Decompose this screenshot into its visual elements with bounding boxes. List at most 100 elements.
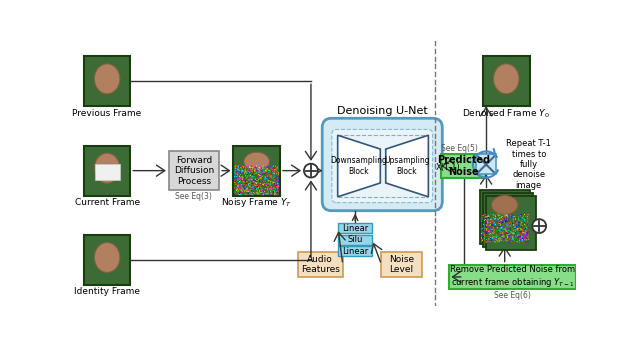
Point — [232, 176, 242, 181]
Point — [508, 235, 518, 241]
Point — [230, 186, 240, 192]
Point — [247, 191, 257, 196]
Point — [236, 184, 246, 190]
Point — [235, 189, 245, 194]
Point — [244, 169, 255, 175]
Point — [251, 163, 261, 169]
Point — [241, 191, 251, 196]
Point — [246, 187, 257, 193]
Point — [237, 179, 247, 184]
Point — [248, 173, 259, 179]
Point — [254, 175, 264, 181]
Point — [486, 220, 496, 225]
Text: Predicted
Noise: Predicted Noise — [437, 155, 490, 177]
Point — [257, 187, 267, 192]
Point — [262, 185, 273, 191]
Point — [518, 238, 529, 244]
Point — [513, 226, 523, 232]
Point — [483, 216, 493, 222]
Point — [231, 177, 241, 182]
Point — [257, 177, 267, 183]
Point — [515, 232, 525, 238]
Point — [518, 220, 529, 226]
Point — [234, 190, 244, 195]
Point — [244, 182, 255, 187]
Point — [505, 230, 515, 236]
Point — [496, 214, 506, 219]
Point — [255, 172, 265, 178]
Point — [230, 174, 240, 179]
Point — [253, 186, 263, 192]
Point — [517, 237, 527, 243]
Point — [266, 165, 276, 171]
Point — [244, 191, 255, 196]
Point — [262, 174, 272, 179]
Point — [237, 185, 247, 190]
Point — [495, 223, 506, 228]
Point — [519, 227, 529, 233]
Point — [515, 232, 525, 238]
Point — [522, 218, 532, 224]
Point — [512, 213, 522, 218]
Point — [249, 172, 259, 178]
Point — [230, 184, 241, 190]
Point — [502, 235, 513, 241]
Point — [248, 184, 258, 190]
Point — [516, 231, 526, 237]
Point — [271, 192, 281, 197]
Point — [252, 163, 262, 169]
Point — [487, 217, 497, 223]
Point — [511, 233, 522, 238]
Point — [240, 187, 250, 193]
Point — [508, 213, 518, 218]
Point — [515, 237, 525, 243]
Point — [495, 230, 505, 236]
Point — [252, 183, 262, 188]
Point — [496, 219, 506, 225]
Point — [492, 212, 502, 218]
Point — [252, 189, 262, 194]
Point — [270, 180, 280, 185]
Point — [257, 183, 267, 188]
Point — [234, 182, 244, 188]
Text: Noise
Level: Noise Level — [389, 255, 414, 274]
Point — [253, 184, 264, 190]
Point — [242, 187, 252, 192]
Point — [479, 223, 490, 229]
Point — [242, 177, 252, 183]
Point — [504, 212, 515, 217]
Point — [515, 224, 525, 230]
Point — [237, 183, 247, 188]
Point — [235, 175, 245, 180]
Point — [243, 170, 253, 175]
Point — [476, 230, 486, 236]
Point — [248, 182, 258, 188]
Point — [520, 218, 531, 224]
Point — [246, 190, 257, 196]
Point — [231, 178, 241, 184]
Point — [260, 167, 271, 173]
Point — [236, 165, 246, 171]
Point — [502, 234, 513, 239]
Point — [239, 183, 250, 189]
Point — [237, 184, 248, 189]
Point — [492, 225, 502, 230]
Point — [268, 188, 278, 193]
Point — [493, 233, 503, 238]
Point — [491, 215, 501, 220]
Text: Previous Frame: Previous Frame — [72, 109, 141, 118]
Point — [520, 217, 530, 222]
Point — [230, 171, 240, 176]
Point — [255, 182, 266, 187]
Point — [486, 217, 496, 222]
Point — [240, 183, 250, 188]
Point — [481, 227, 492, 233]
Point — [254, 188, 264, 194]
Point — [257, 167, 268, 172]
Point — [484, 236, 495, 242]
Point — [504, 217, 514, 223]
Point — [230, 169, 240, 175]
Point — [242, 185, 252, 191]
FancyBboxPatch shape — [84, 56, 131, 106]
Point — [509, 219, 519, 225]
